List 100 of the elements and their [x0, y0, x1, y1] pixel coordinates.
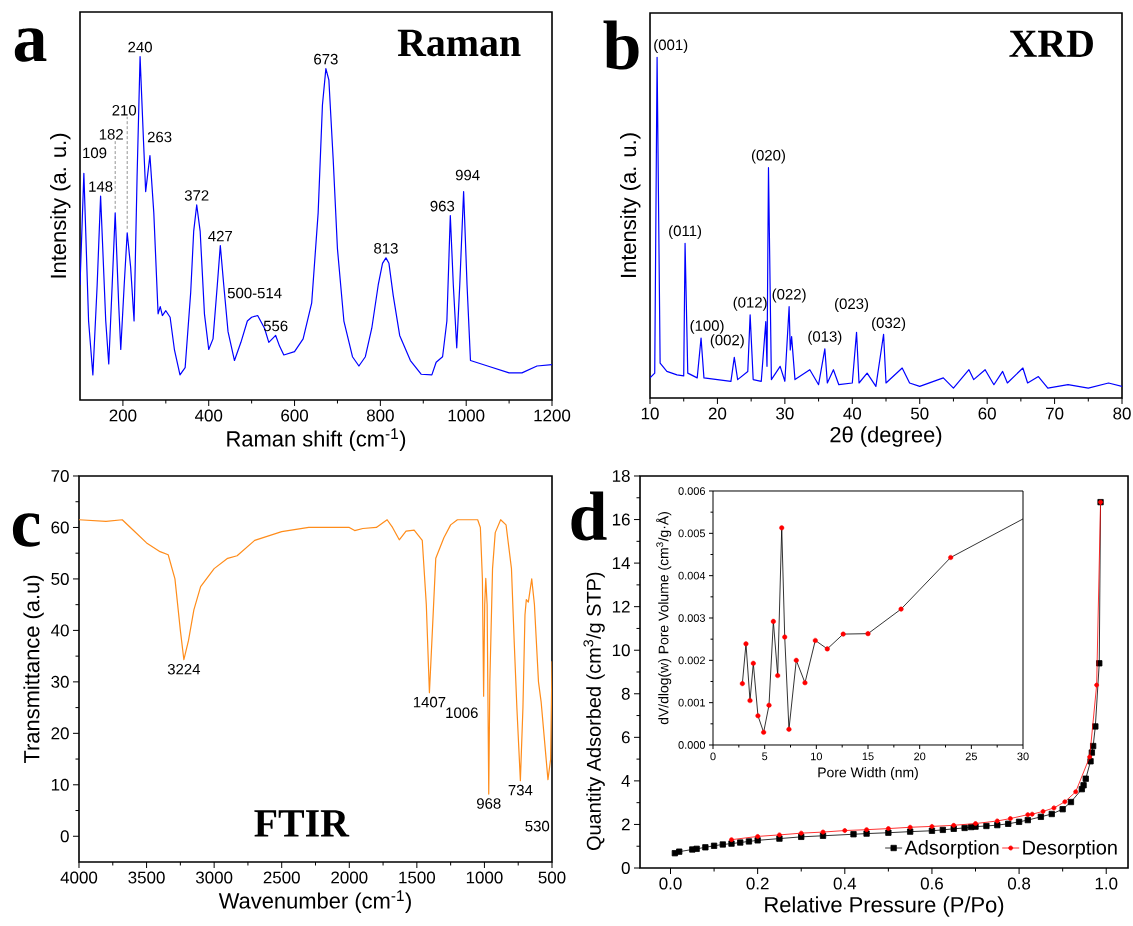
x-tick-label: 3500	[128, 871, 165, 884]
x-tick-label: 40	[843, 407, 862, 420]
annotation: 673	[314, 53, 338, 65]
annotation: 3224	[167, 663, 201, 675]
x-tick-label: 1200	[534, 409, 571, 422]
annotation: 500-514	[227, 287, 282, 299]
x-tick-label: 0.4	[833, 877, 857, 890]
annotation: (023)	[835, 298, 869, 313]
annotation: 109	[83, 147, 107, 159]
x-tick-label: 0.6	[920, 877, 943, 890]
y-tick-label: 8	[621, 687, 630, 700]
x-tick-label: 800	[366, 409, 394, 422]
x-tick-label: 10	[811, 752, 822, 761]
annotation: 372	[184, 190, 209, 201]
x-tick-label: 70	[1046, 407, 1064, 420]
x-axis-title: Relative Pressure (P/Po)	[765, 896, 1004, 917]
annotation: 530	[525, 820, 550, 832]
x-tick-label: 0.0	[659, 877, 682, 890]
y-tick-label: 4	[621, 775, 630, 787]
chart-title: d	[571, 491, 607, 541]
annotation: 994	[455, 169, 480, 181]
y-tick-label: 18	[612, 470, 630, 482]
legend-label: Adsorption	[904, 840, 999, 859]
annotation: (032)	[872, 317, 906, 332]
text: Raman	[397, 29, 521, 57]
annotation: 813	[374, 243, 398, 254]
y-tick-label: 12	[612, 600, 630, 613]
x-tick-label: 10	[641, 407, 659, 420]
legend-label: Desorption	[1023, 840, 1117, 859]
x-axis-title: Wavenumber (cm$^{-1}$)	[218, 890, 411, 913]
x-tick-label: 0.2	[746, 877, 769, 890]
annotation: (013)	[808, 330, 842, 345]
x-tick-label: 1000	[448, 409, 485, 422]
y-tick-label: 0	[621, 862, 630, 874]
annotation: 210	[112, 104, 137, 116]
chart-title: b	[603, 20, 639, 70]
x-tick-label: 5	[762, 752, 768, 761]
annotation: 1006	[446, 707, 478, 719]
y-tick-label: 60	[51, 521, 69, 534]
x-tick-label: 500	[538, 871, 566, 884]
y-tick-label: 0.004	[678, 571, 706, 580]
x-tick-label: 1000	[466, 871, 503, 884]
annotation: 148	[89, 181, 113, 192]
annotation: (011)	[669, 225, 702, 240]
x-axis-title: Pore Width (nm)	[818, 767, 918, 781]
annotation: 182	[99, 129, 123, 140]
y-tick-label: 0.000	[678, 741, 706, 749]
y-axis-title: Quantity Adsorbed (cm$^{3}$/g STP)	[583, 572, 605, 851]
y-tick-label: 70	[51, 470, 69, 482]
annotation: (022)	[772, 288, 806, 303]
x-tick-label: 200	[109, 409, 137, 422]
y-tick-label: 10	[612, 644, 630, 657]
x-tick-label: 25	[965, 752, 977, 761]
x-tick-label: 1.0	[1095, 877, 1118, 890]
y-axis-title: Intensity (a. u.)	[50, 133, 71, 278]
text: XRD	[1009, 30, 1093, 57]
y-tick-label: 50	[51, 572, 69, 585]
y-axis-title: dV/dlog(w) Pore Volume (cm$^{3}$/g·Å)	[656, 512, 672, 725]
y-axis-title: Intensity (a. u.)	[620, 133, 641, 277]
x-tick-label: 30	[1017, 752, 1029, 761]
y-tick-label: 16	[612, 513, 630, 526]
x-tick-label: 2500	[263, 871, 300, 884]
y-tick-label: 30	[51, 675, 69, 688]
chart-title: a	[14, 28, 47, 62]
y-tick-label: 20	[51, 727, 69, 740]
y-tick-label: 6	[621, 731, 630, 744]
x-tick-label: 400	[194, 409, 223, 422]
annotation: 1407	[413, 696, 446, 708]
annotation: 734	[508, 784, 533, 796]
annotation: FTIR	[254, 810, 350, 837]
annotation: (001)	[654, 39, 688, 54]
y-tick-label: 0	[60, 830, 69, 843]
x-tick-label: 60	[978, 407, 996, 420]
x-axis-title: 2θ (degree)	[830, 426, 942, 447]
x-tick-label: 20	[708, 407, 727, 420]
y-tick-label: 2	[621, 818, 630, 831]
annotation: 968	[476, 798, 501, 809]
x-tick-label: 0.8	[1007, 877, 1031, 890]
y-tick-label: 10	[51, 778, 69, 791]
annotation: 556	[263, 320, 288, 332]
annotation: (100)	[690, 319, 724, 334]
x-tick-label: 4000	[60, 871, 98, 884]
x-tick-label: 50	[910, 407, 929, 420]
x-tick-label: 3000	[195, 871, 233, 884]
x-tick-label: 30	[776, 407, 794, 420]
annotation: (002)	[710, 334, 744, 349]
annotation: 263	[147, 131, 172, 143]
y-tick-label: 0.003	[678, 614, 705, 622]
annotation: 240	[128, 41, 152, 53]
y-tick-label: 0.005	[678, 529, 706, 538]
annotation: 427	[208, 230, 233, 242]
x-tick-label: 20	[914, 752, 926, 761]
annotation: (020)	[751, 149, 785, 164]
x-tick-label: 15	[862, 752, 874, 761]
annotation: (012)	[733, 296, 767, 311]
y-axis-title: Transmittance (a.u)	[23, 575, 44, 764]
y-tick-label: 14	[612, 557, 630, 569]
annotation: 963	[430, 200, 455, 212]
x-tick-label: 0	[710, 752, 716, 761]
x-tick-label: 80	[1113, 407, 1131, 420]
